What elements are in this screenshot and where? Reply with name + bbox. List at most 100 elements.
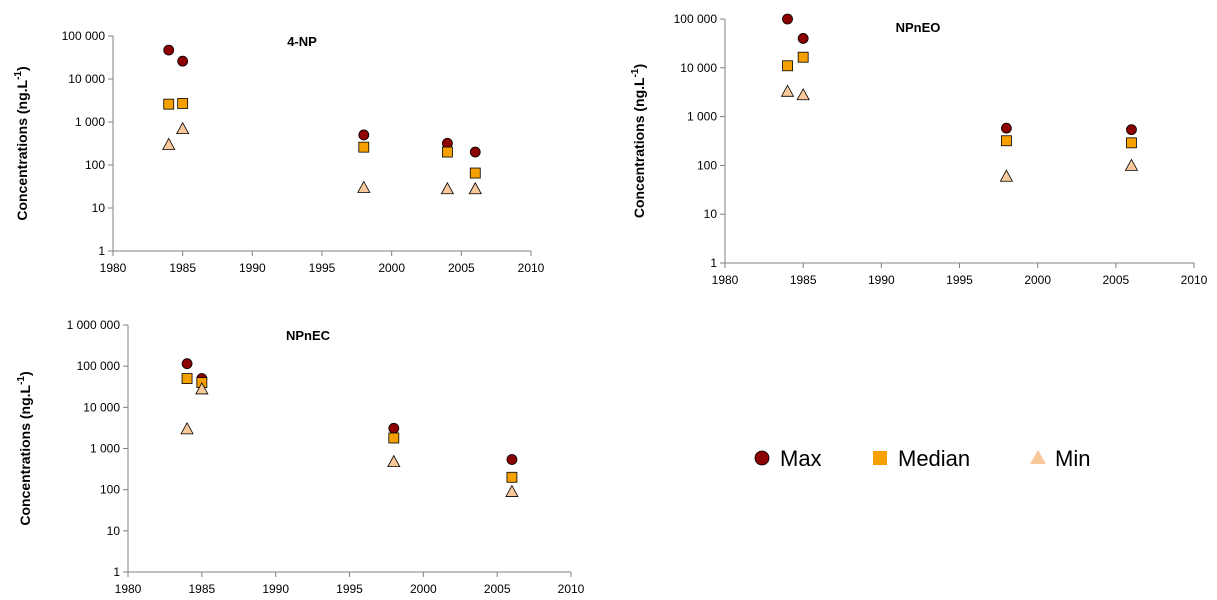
x-tick-label: 1985: [188, 582, 215, 596]
median-point: [797, 51, 809, 63]
median-point: [441, 146, 453, 158]
y-tick-label: 10: [704, 207, 718, 221]
chart-title: 4-NP: [287, 34, 317, 49]
y-tick-label: 10 000: [680, 61, 717, 75]
y-axis-label-close: ): [631, 64, 647, 69]
max-point: [782, 13, 793, 25]
series-median: [163, 98, 481, 179]
y-tick-label: 10: [92, 201, 106, 215]
legend-label: Median: [898, 446, 970, 471]
y-axis-label: Concentrations (ng.L-1): [16, 371, 33, 525]
max-point: [1001, 122, 1012, 134]
y-tick-label: 1 000: [687, 110, 717, 124]
x-tick-label: 1995: [309, 261, 336, 275]
legend-label: Max: [780, 446, 822, 471]
chart-4np: 1 10 100 1 000 10 000 100 000 1980 1985 1990 1995…: [13, 29, 545, 275]
series-median: [782, 51, 1137, 149]
y-axis-label-text: Concentrations (ng.L: [17, 384, 33, 525]
y-tick-label: 100: [85, 158, 105, 172]
min-point: [357, 180, 371, 193]
chart-title: NPnEC: [286, 328, 331, 343]
legend-marker-square: [873, 451, 887, 465]
x-tick-label: 2010: [1181, 273, 1208, 287]
series-max: [163, 44, 481, 158]
chart-title: NPnEO: [896, 20, 941, 35]
max-point: [177, 55, 189, 67]
series-min: [780, 84, 1139, 182]
min-point: [162, 137, 176, 150]
y-tick-label: 100 000: [77, 359, 121, 373]
y-tick-label: 100 000: [62, 29, 106, 43]
max-point: [163, 44, 175, 56]
series-min: [180, 382, 519, 497]
x-tick-label: 2000: [378, 261, 405, 275]
y-axis-label-close: ): [14, 66, 30, 71]
median-point: [782, 60, 793, 72]
chart-npneo: 1 10 100 1 000 10 000 100 000 1980 1985 1990 1995…: [630, 12, 1208, 287]
x-tick-label: 1995: [946, 273, 973, 287]
min-point: [195, 382, 209, 395]
min-point: [175, 121, 190, 135]
min-point: [505, 484, 519, 497]
y-tick-label: 1: [98, 244, 105, 258]
x-tick-label: 2005: [1102, 273, 1129, 287]
x-tick-label: 1990: [262, 582, 289, 596]
max-point: [358, 129, 370, 141]
series-median: [181, 373, 518, 483]
min-point: [387, 454, 401, 468]
y-axis-label-superscript: -1: [13, 71, 24, 80]
y-tick-label: 1: [710, 256, 717, 270]
legend-label: Min: [1055, 446, 1090, 471]
median-point: [388, 432, 400, 444]
legend-item-min: Min: [1030, 446, 1090, 471]
x-tick-label: 2005: [484, 582, 511, 596]
y-tick-label: 10 000: [83, 400, 120, 414]
min-point: [468, 181, 482, 195]
y-tick-label: 1 000: [75, 115, 105, 129]
median-point: [181, 373, 193, 384]
y-tick-label: 1 000 000: [67, 318, 121, 332]
series-min: [162, 121, 482, 195]
median-point: [506, 471, 518, 483]
legend-item-median: Median: [873, 446, 970, 471]
x-tick-label: 1980: [115, 582, 142, 596]
x-tick-label: 1985: [169, 261, 196, 275]
x-tick-label: 1990: [868, 273, 895, 287]
y-tick-label: 100 000: [674, 12, 718, 26]
x-tick-label: 1980: [100, 261, 127, 275]
y-tick-label: 10: [107, 524, 121, 538]
max-point: [388, 422, 400, 434]
min-point: [1124, 158, 1139, 171]
chart-npnec: 1 10 100 1 000 10 000 100 000 1 000 000 1980 198…: [16, 318, 585, 596]
median-point: [358, 141, 370, 153]
legend-item-max: Max: [754, 446, 822, 471]
y-tick-label: 10 000: [68, 72, 105, 86]
x-tick-label: 2000: [410, 582, 437, 596]
y-tick-label: 1 000: [90, 442, 120, 456]
y-axis-label-text: Concentrations (ng.L: [14, 79, 30, 220]
x-tick-label: 2000: [1024, 273, 1051, 287]
x-tick-label: 1985: [790, 273, 817, 287]
y-axis-label-superscript: -1: [630, 68, 641, 77]
y-tick-label: 100: [100, 483, 120, 497]
y-axis-label-superscript: -1: [16, 376, 27, 385]
median-point: [1126, 137, 1137, 149]
y-axis-label: Concentrations (ng.L-1): [630, 64, 647, 218]
min-point: [180, 422, 194, 435]
x-tick-label: 2005: [448, 261, 475, 275]
x-tick-label: 1990: [239, 261, 266, 275]
min-point: [999, 169, 1014, 182]
series-max: [782, 13, 1137, 136]
median-point: [469, 167, 481, 179]
y-tick-label: 1: [113, 565, 120, 579]
median-point: [163, 98, 175, 110]
y-axis-label: Concentrations (ng.L-1): [13, 66, 30, 220]
x-tick-label: 1980: [712, 273, 739, 287]
max-point: [1126, 124, 1137, 136]
legend-marker-triangle: [1030, 450, 1046, 464]
max-point: [506, 454, 518, 465]
y-tick-label: 100: [697, 158, 717, 172]
min-point: [440, 181, 455, 195]
median-point: [1001, 135, 1012, 147]
